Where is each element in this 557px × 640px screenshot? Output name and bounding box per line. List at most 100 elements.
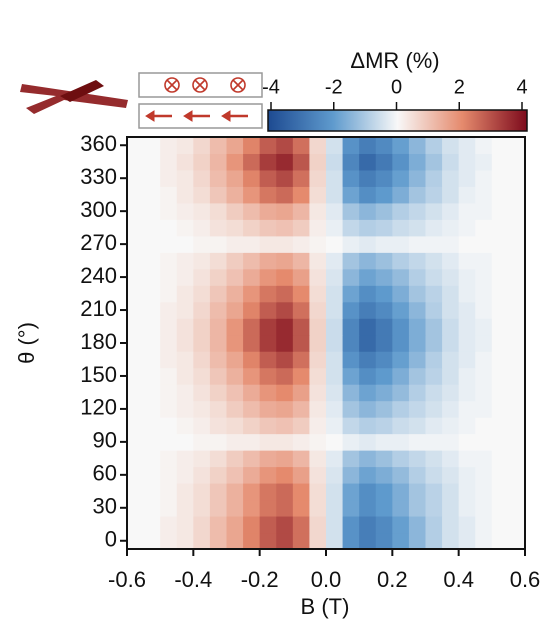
heatmap-cell bbox=[342, 137, 360, 154]
heatmap-cell bbox=[127, 219, 145, 237]
heatmap-cell bbox=[209, 219, 227, 237]
heatmap-cell bbox=[408, 532, 426, 549]
heatmap-cell bbox=[326, 532, 344, 549]
heatmap-cell bbox=[276, 400, 294, 418]
heatmap-cell bbox=[425, 334, 443, 352]
heatmap-cell bbox=[193, 235, 211, 253]
heatmap-cell bbox=[491, 318, 509, 336]
heatmap-cell bbox=[475, 334, 493, 352]
heatmap-cell bbox=[309, 268, 327, 286]
heatmap-cell bbox=[408, 252, 426, 270]
heatmap-cell bbox=[342, 516, 360, 534]
heatmap-cell bbox=[392, 235, 410, 253]
heatmap-cell bbox=[342, 285, 360, 303]
heatmap-cell bbox=[259, 334, 277, 352]
heatmap-cell bbox=[160, 285, 178, 303]
heatmap-cell bbox=[176, 516, 194, 534]
heatmap-cell bbox=[408, 466, 426, 484]
heatmap-cell bbox=[508, 516, 525, 534]
heatmap-cell bbox=[243, 351, 261, 369]
heatmap-cell bbox=[193, 268, 211, 286]
heatmap-cell bbox=[209, 252, 227, 270]
heatmap-cell bbox=[292, 285, 310, 303]
heatmap-cell bbox=[143, 202, 161, 220]
heatmap-cell bbox=[475, 351, 493, 369]
heatmap-cell bbox=[375, 169, 393, 187]
heatmap-cell bbox=[442, 532, 460, 549]
heatmap-cell bbox=[408, 153, 426, 171]
heatmap-cell bbox=[243, 334, 261, 352]
heatmap-cell bbox=[475, 483, 493, 501]
heatmap-cell bbox=[209, 334, 227, 352]
heatmap-cell bbox=[160, 532, 178, 549]
heatmap-cell bbox=[425, 301, 443, 319]
heatmap-cell bbox=[375, 202, 393, 220]
heatmap-cell bbox=[176, 499, 194, 517]
heatmap-cell bbox=[226, 169, 244, 187]
heatmap-cell bbox=[491, 186, 509, 204]
heatmap-cell bbox=[160, 235, 178, 253]
heatmap-cell bbox=[193, 483, 211, 501]
heatmap-cell bbox=[243, 202, 261, 220]
heatmap-cell bbox=[408, 235, 426, 253]
heatmap-cell bbox=[475, 169, 493, 187]
heatmap-cell bbox=[326, 351, 344, 369]
y-tick-label: 240 bbox=[80, 263, 117, 288]
heatmap-cell bbox=[292, 169, 310, 187]
heatmap-cell bbox=[276, 433, 294, 451]
heatmap-cell bbox=[508, 400, 525, 418]
heatmap-cell bbox=[491, 285, 509, 303]
heatmap-cell bbox=[342, 153, 360, 171]
heatmap-cell bbox=[425, 169, 443, 187]
x-tick-label: 0.6 bbox=[510, 567, 541, 592]
heatmap-cell bbox=[425, 202, 443, 220]
heatmap-cell bbox=[475, 384, 493, 402]
heatmap-cell bbox=[226, 417, 244, 435]
heatmap-cell bbox=[425, 483, 443, 501]
heatmap-cell bbox=[243, 433, 261, 451]
heatmap-cell bbox=[276, 169, 294, 187]
heatmap-cell bbox=[276, 417, 294, 435]
heatmap-cell bbox=[292, 417, 310, 435]
heatmap-cell bbox=[359, 351, 377, 369]
heatmap-cell bbox=[226, 367, 244, 385]
heatmap-cell bbox=[127, 516, 145, 534]
heatmap-cell bbox=[475, 367, 493, 385]
heatmap-cell bbox=[442, 450, 460, 468]
heatmap-cell bbox=[375, 483, 393, 501]
heatmap-cell bbox=[359, 450, 377, 468]
heatmap-cell bbox=[392, 417, 410, 435]
heatmap-cell bbox=[475, 202, 493, 220]
heatmap-cell bbox=[209, 483, 227, 501]
heatmap-cell bbox=[292, 433, 310, 451]
heatmap-cell bbox=[326, 367, 344, 385]
heatmap-cell bbox=[458, 301, 476, 319]
heatmap-cell bbox=[326, 153, 344, 171]
heatmap-cell bbox=[508, 499, 525, 517]
heatmap-cell bbox=[127, 318, 145, 336]
heatmap-cell bbox=[408, 318, 426, 336]
heatmap-cell bbox=[359, 268, 377, 286]
heatmap-cell bbox=[375, 219, 393, 237]
heatmap-cell bbox=[458, 433, 476, 451]
heatmap-cell bbox=[342, 186, 360, 204]
heatmap-cell bbox=[475, 235, 493, 253]
heatmap-cell bbox=[342, 219, 360, 237]
heatmap-cell bbox=[408, 334, 426, 352]
heatmap-cell bbox=[408, 202, 426, 220]
heatmap-cell bbox=[342, 433, 360, 451]
y-tick-label: 120 bbox=[80, 395, 117, 420]
heatmap-cell bbox=[226, 499, 244, 517]
heatmap-cell bbox=[226, 351, 244, 369]
heatmap-cell bbox=[425, 367, 443, 385]
heatmap-cell bbox=[276, 334, 294, 352]
heatmap-cell bbox=[176, 219, 194, 237]
heatmap-cell bbox=[160, 219, 178, 237]
heatmap-cell bbox=[160, 252, 178, 270]
field-inset bbox=[138, 72, 263, 129]
heatmap-cell bbox=[342, 169, 360, 187]
heatmap-cell bbox=[342, 450, 360, 468]
heatmap-cell bbox=[442, 285, 460, 303]
heatmap-cell bbox=[359, 318, 377, 336]
heatmap-cell bbox=[342, 268, 360, 286]
